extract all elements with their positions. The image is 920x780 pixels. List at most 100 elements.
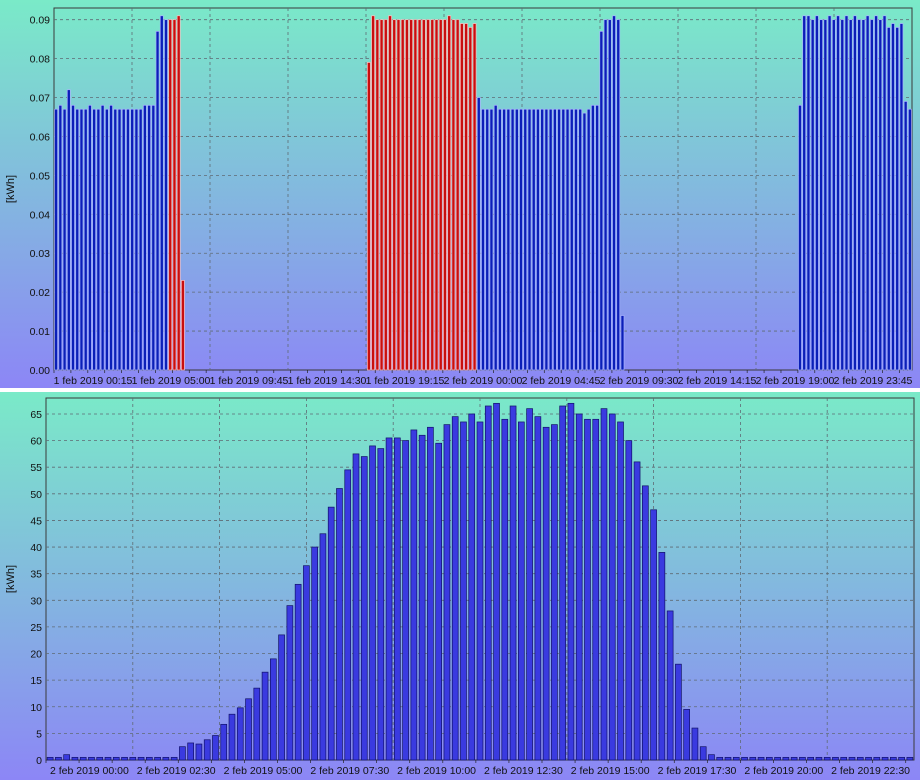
bar (421, 19, 426, 371)
bar (319, 533, 327, 761)
x-tick-label: 2 feb 2019 14:15 (678, 375, 757, 387)
bar (311, 546, 318, 761)
bar (853, 15, 857, 371)
bar (344, 469, 352, 761)
y-tick-label: 25 (30, 622, 42, 634)
bar (895, 27, 900, 371)
bar (757, 756, 765, 761)
bar (584, 418, 591, 761)
bar (62, 108, 67, 371)
bar (617, 421, 624, 761)
bar (109, 104, 113, 371)
bar (612, 15, 616, 371)
bar (88, 104, 92, 371)
bar (303, 565, 310, 761)
bar (836, 15, 840, 371)
bar (599, 31, 604, 371)
x-tick-label: 2 feb 2019 02:30 (137, 765, 216, 777)
bar (815, 15, 819, 371)
bar (732, 756, 740, 761)
bar (827, 15, 832, 371)
y-tick-label: 35 (30, 569, 42, 581)
bar (172, 19, 177, 371)
bar (385, 437, 393, 761)
bar (405, 19, 409, 371)
bar (607, 19, 612, 371)
bar (542, 426, 550, 761)
bar (548, 108, 553, 371)
bar (138, 108, 143, 371)
bar (908, 108, 912, 371)
bar (749, 756, 757, 761)
bar (531, 108, 536, 371)
bar (534, 416, 542, 761)
y-tick-label: 45 (30, 515, 42, 527)
bar (79, 756, 87, 761)
bar (509, 405, 517, 761)
bar (831, 19, 836, 371)
x-tick-label: 2 feb 2019 00:00 (50, 765, 129, 777)
bar (360, 456, 368, 761)
x-tick-label: 2 feb 2019 19:00 (756, 375, 835, 387)
bar (559, 405, 566, 761)
y-tick-label: 0 (36, 755, 42, 767)
bar (840, 19, 845, 371)
bar (187, 742, 194, 761)
bar (228, 713, 236, 761)
chart-panel-top: 0.00 0.01 0.02 0.03 0.04 0.05 0.06 0.07 0.08 0.09… (0, 0, 920, 388)
bar (154, 756, 161, 761)
bar (134, 108, 139, 371)
bar (410, 429, 418, 761)
bar (253, 687, 261, 761)
bar (336, 488, 343, 761)
bar (510, 108, 515, 371)
bar (815, 756, 823, 761)
bar (455, 19, 460, 371)
bar (578, 108, 583, 371)
bar (367, 62, 371, 371)
bar (66, 89, 71, 371)
bar (481, 108, 485, 371)
y-tick-label: 0.02 (30, 287, 51, 299)
bar (179, 746, 186, 761)
bar (766, 756, 773, 761)
bar (498, 108, 502, 371)
bar (245, 698, 252, 761)
bar (104, 108, 109, 371)
bar (236, 707, 244, 761)
bar (379, 19, 384, 371)
bar (699, 746, 707, 761)
y-tick-label: 5 (36, 728, 42, 740)
bar (261, 671, 269, 761)
bar (865, 15, 870, 371)
bar (147, 104, 151, 371)
bar (476, 97, 481, 371)
bar (383, 19, 388, 371)
bar (600, 408, 608, 761)
bar (96, 756, 104, 761)
bar (806, 15, 811, 371)
bar (501, 418, 509, 761)
bar (413, 19, 418, 371)
bar (608, 413, 616, 761)
bar (143, 104, 147, 371)
bar (523, 108, 528, 371)
bar (159, 15, 164, 371)
bar (121, 756, 128, 761)
x-tick-label: 2 feb 2019 05:00 (224, 765, 303, 777)
x-tick-label: 1 feb 2019 00:15 (54, 375, 133, 387)
bar (417, 19, 422, 371)
bar (790, 756, 798, 761)
bar (519, 108, 523, 371)
bar (873, 756, 881, 761)
x-tick-label: 2 feb 2019 22:30 (831, 765, 910, 777)
bar (832, 756, 839, 761)
x-tick-label: 2 feb 2019 23:45 (834, 375, 913, 387)
bar (502, 108, 507, 371)
bar (369, 445, 376, 761)
bar (551, 424, 558, 761)
bar (418, 434, 426, 761)
bar (409, 19, 414, 371)
bar (63, 754, 70, 761)
bar (881, 756, 889, 761)
